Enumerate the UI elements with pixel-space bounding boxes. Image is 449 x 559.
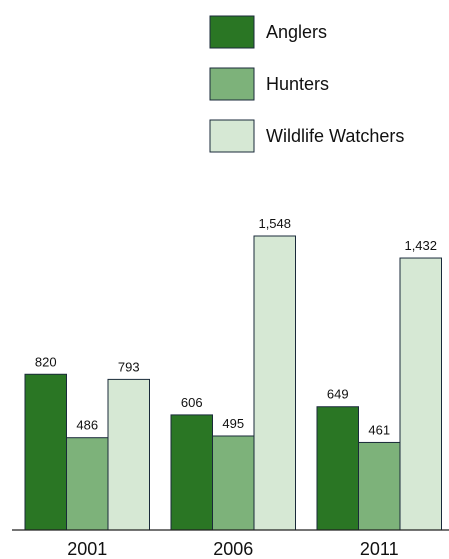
legend-label: Anglers xyxy=(266,22,327,42)
legend-swatch-wildlife-watchers xyxy=(209,119,255,153)
bars xyxy=(24,235,442,531)
value-label: 1,432 xyxy=(404,238,437,253)
x-tick-labels: 2001 2006 2011 xyxy=(67,539,398,559)
value-label: 461 xyxy=(368,422,390,437)
legend-label: Wildlife Watchers xyxy=(266,126,404,146)
value-label: 486 xyxy=(76,418,98,433)
bar-hunters-2011 xyxy=(358,441,401,531)
legend-swatch-hunters xyxy=(209,67,255,101)
bar-wildlife-watchers-2001 xyxy=(107,378,150,531)
value-label: 1,548 xyxy=(258,216,291,231)
value-label: 649 xyxy=(327,387,349,402)
x-tick-label: 2001 xyxy=(67,539,107,559)
value-label: 793 xyxy=(118,359,140,374)
x-tick-label: 2006 xyxy=(213,539,253,559)
x-tick-label: 2011 xyxy=(360,539,399,559)
bar-hunters-2001 xyxy=(66,437,109,531)
bar-wildlife-watchers-2011 xyxy=(399,257,442,531)
value-label: 495 xyxy=(222,416,244,431)
value-labels: 820 486 793 606 495 1,548 649 461 1,432 xyxy=(35,216,437,437)
value-label: 606 xyxy=(181,395,203,410)
legend-label: Hunters xyxy=(266,74,329,94)
bar-hunters-2006 xyxy=(212,435,255,531)
legend: Anglers Hunters Wildlife Watchers xyxy=(209,15,404,153)
legend-swatch-anglers xyxy=(209,15,255,49)
bar-anglers-2001 xyxy=(24,373,67,531)
bar-wildlife-watchers-2006 xyxy=(253,235,296,531)
bar-anglers-2011 xyxy=(316,406,359,531)
value-label: 820 xyxy=(35,354,57,369)
bar-anglers-2006 xyxy=(170,414,213,531)
